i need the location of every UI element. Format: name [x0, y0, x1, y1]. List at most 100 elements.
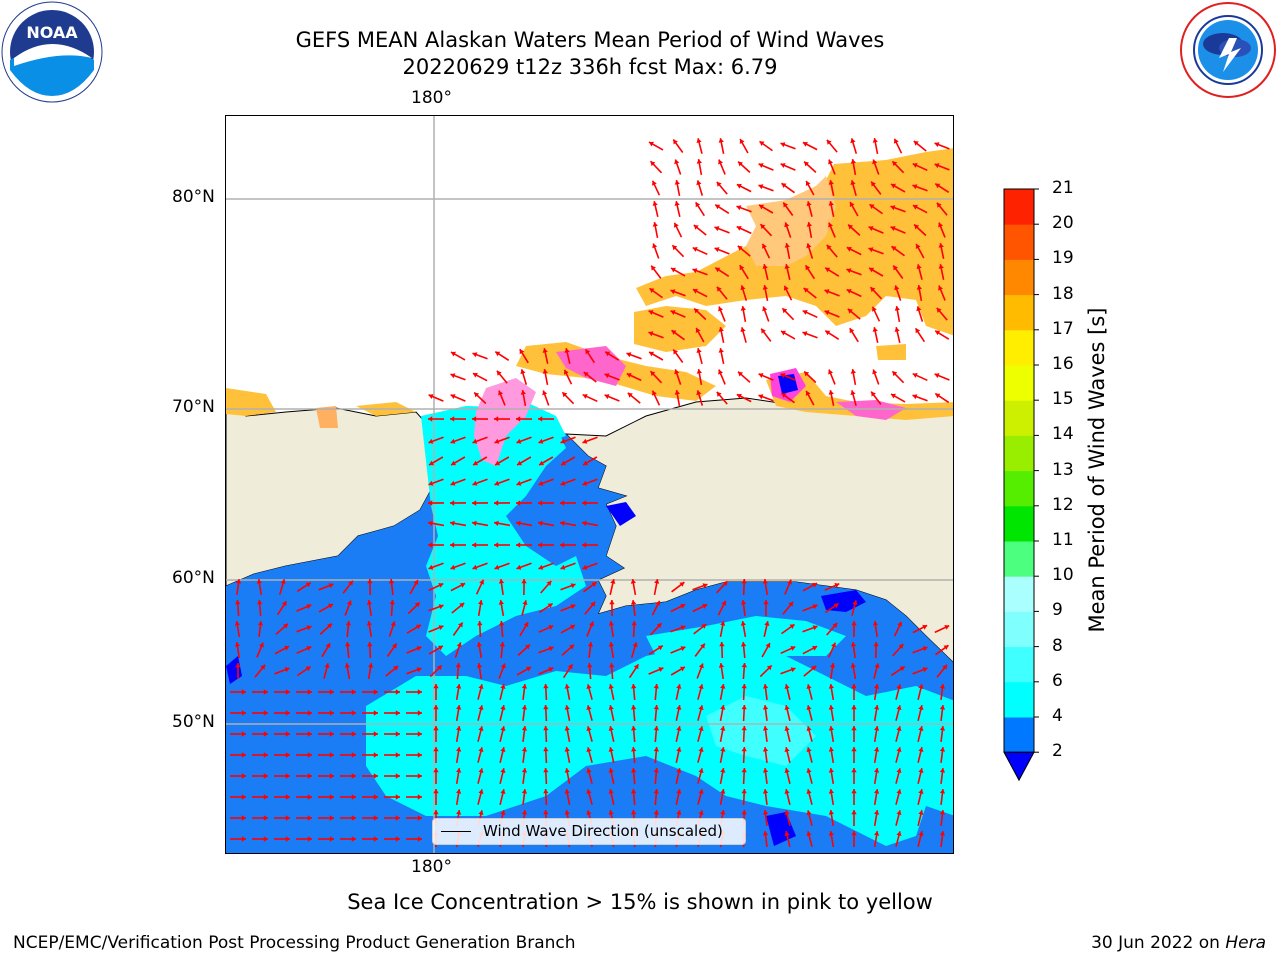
- wind-arrow-head: [450, 480, 456, 486]
- wind-arrow-head: [241, 752, 246, 758]
- wind-arrow-head: [351, 773, 356, 779]
- wind-arrow-head: [851, 810, 857, 815]
- wind-arrow-head: [784, 243, 790, 248]
- wind-arrow-head: [478, 789, 484, 794]
- wind-arrow-head: [285, 689, 290, 695]
- colorbar-segment: [1004, 646, 1034, 683]
- wind-arrow-head: [543, 726, 549, 731]
- wind-arrow-head: [784, 684, 790, 689]
- wind-arrow-head: [436, 665, 442, 671]
- wind-arrow-head: [585, 349, 591, 355]
- wind-arrow-head: [736, 393, 742, 399]
- wind-arrow-head: [828, 810, 834, 815]
- wind-arrow-head: [608, 621, 615, 626]
- wind-arrow-head: [759, 204, 764, 210]
- graticule: [226, 116, 953, 853]
- wind-arrow-head: [802, 331, 808, 337]
- wind-arrow-head: [658, 667, 664, 672]
- colorbar-tick-label: 20: [1052, 213, 1074, 234]
- wind-arrow-head: [891, 246, 897, 251]
- wind-arrow-head: [651, 265, 656, 271]
- wind-arrow-head: [543, 768, 549, 773]
- wind-arrow-head: [428, 564, 434, 570]
- wind-arrow-head: [935, 330, 941, 336]
- wind-arrow-head: [788, 601, 794, 607]
- wind-arrow-head: [630, 579, 636, 584]
- wind-arrow-head: [653, 684, 659, 689]
- wind-arrow-head: [939, 726, 946, 731]
- wind-arrow-head: [784, 726, 790, 731]
- wind-arrow-head: [806, 747, 812, 752]
- wind-arrow-head: [806, 768, 812, 773]
- wind-arrow-head: [433, 768, 439, 773]
- wind-arrow-head: [498, 579, 505, 584]
- wind-arrow-head: [892, 161, 898, 167]
- wind-arrow-head: [824, 289, 830, 295]
- wind-arrow-head: [495, 351, 501, 357]
- wind-arrow-head: [586, 747, 592, 752]
- wind-arrow-head: [834, 583, 840, 588]
- wind-arrow-head: [762, 285, 768, 290]
- wind-arrow-head: [345, 621, 351, 626]
- wind-arrow-head: [417, 710, 422, 716]
- wind-arrow-head: [701, 624, 707, 629]
- wind-arrow-head: [828, 747, 834, 752]
- wind-arrow-head: [938, 264, 944, 269]
- wind-arrow-head: [828, 789, 834, 794]
- wind-arrow-head: [283, 623, 288, 629]
- wind-arrow-head: [417, 752, 422, 758]
- wind-arrow-head: [456, 642, 462, 648]
- wind-arrow-head: [648, 310, 654, 315]
- wind-arrow-head: [938, 222, 944, 228]
- wind-arrow-head: [700, 643, 705, 649]
- wind-arrow-head: [351, 710, 356, 716]
- wind-arrow-head: [872, 159, 878, 165]
- wind-arrow-head: [874, 663, 880, 668]
- wind-arrow-head: [874, 747, 880, 752]
- wind-arrow-head: [285, 773, 290, 779]
- noaa-logo-text: NOAA: [26, 23, 78, 42]
- wind-arrow-head: [828, 831, 834, 836]
- wind-arrow-head: [915, 244, 921, 249]
- wind-arrow-head: [828, 159, 834, 165]
- wind-arrow-head: [627, 392, 633, 398]
- wind-arrow-head: [784, 222, 790, 228]
- wind-arrow-head: [478, 726, 484, 731]
- wind-arrow-head: [500, 810, 506, 815]
- wind-arrow-head: [872, 138, 878, 143]
- wind-arrow-head: [590, 601, 596, 607]
- wind-arrow-head: [698, 789, 704, 794]
- wind-arrow-head: [499, 642, 505, 647]
- wind-arrow-head: [414, 602, 420, 608]
- wind-arrow-head: [499, 621, 505, 626]
- wind-arrow-head: [456, 705, 462, 710]
- wind-arrow-head: [428, 416, 433, 422]
- wind-arrow-head: [939, 810, 946, 815]
- wind-arrow-head: [828, 369, 834, 375]
- wind-arrow-head: [433, 684, 439, 689]
- wind-arrow-head: [285, 815, 290, 821]
- wind-arrow-head: [872, 327, 878, 332]
- ocean-lt2-patch: [606, 502, 636, 526]
- wind-arrow-head: [806, 726, 812, 731]
- wind-arrow-head: [674, 369, 680, 375]
- wind-arrow-head: [829, 663, 836, 668]
- wind-arrow-head: [367, 579, 373, 584]
- wind-arrow-head: [438, 583, 444, 588]
- wind-arrow-head: [547, 603, 553, 609]
- wind-arrow-head: [737, 245, 743, 251]
- wind-arrow-head: [805, 181, 811, 186]
- wind-arrow-head: [450, 438, 456, 444]
- wind-arrow-head: [944, 625, 950, 630]
- wind-arrow-head: [851, 831, 857, 836]
- wind-arrow-head: [806, 810, 812, 815]
- wind-arrow-head: [526, 666, 531, 672]
- wind-arrow-head: [520, 390, 526, 395]
- wind-arrow-head: [631, 726, 637, 731]
- wind-arrow-head: [428, 394, 434, 399]
- wind-arrow-head: [698, 726, 704, 731]
- wind-arrow-head: [373, 731, 378, 737]
- wind-arrow-head: [520, 369, 526, 375]
- wind-arrow-head: [516, 438, 522, 444]
- wind-arrow-head: [284, 667, 290, 673]
